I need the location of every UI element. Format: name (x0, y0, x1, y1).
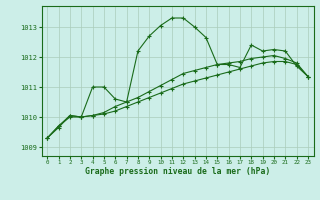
X-axis label: Graphe pression niveau de la mer (hPa): Graphe pression niveau de la mer (hPa) (85, 167, 270, 176)
